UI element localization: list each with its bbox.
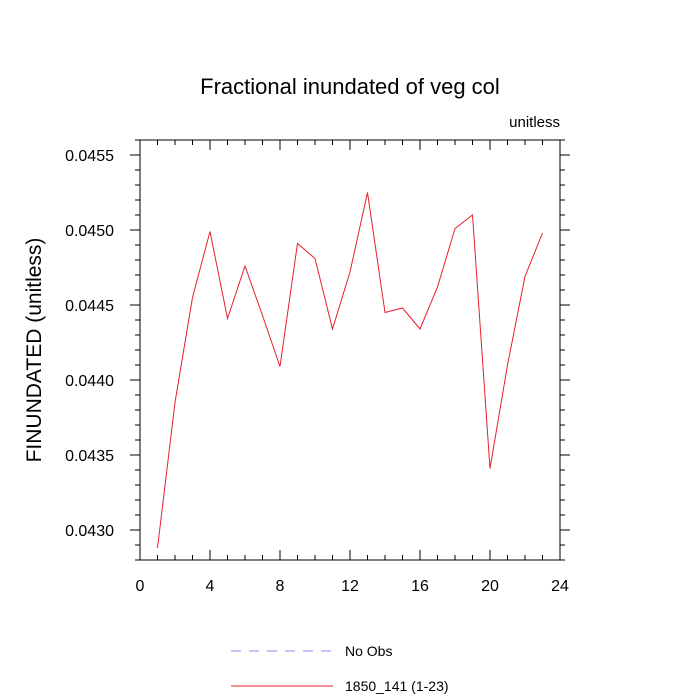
axis-ticks (130, 139, 570, 561)
legend: No Obs 1850_141 (1-23) (231, 643, 449, 694)
x-tick-label: 0 (136, 578, 145, 595)
y-tick-label: 0.0435 (65, 448, 114, 465)
x-tick-label: 24 (551, 578, 569, 595)
series-layer (157, 192, 543, 549)
axis-tick-labels: 0 4 8 12 16 20 24 0.0430 0.0435 0.0440 0.0445 0.045… (65, 148, 569, 595)
x-tick-label: 8 (276, 578, 285, 595)
legend-label: No Obs (345, 643, 392, 659)
x-tick-label: 4 (206, 578, 215, 595)
x-tick-label: 16 (411, 578, 429, 595)
x-tick-label: 20 (481, 578, 499, 595)
x-tick-label: 12 (341, 578, 359, 595)
series-line (157, 192, 543, 549)
y-tick-label: 0.0455 (65, 148, 114, 165)
plot-frame (139, 139, 561, 561)
units-label: unitless (509, 114, 560, 131)
legend-label: 1850_141 (1-23) (345, 678, 449, 694)
y-tick-label: 0.0445 (65, 298, 114, 315)
y-tick-label: 0.0440 (65, 373, 114, 390)
y-tick-label: 0.0450 (65, 223, 114, 240)
y-tick-label: 0.0430 (65, 523, 114, 540)
chart-title: Fractional inundated of veg col (200, 74, 500, 99)
y-axis-label: FINUNDATED (unitless) (23, 238, 46, 463)
